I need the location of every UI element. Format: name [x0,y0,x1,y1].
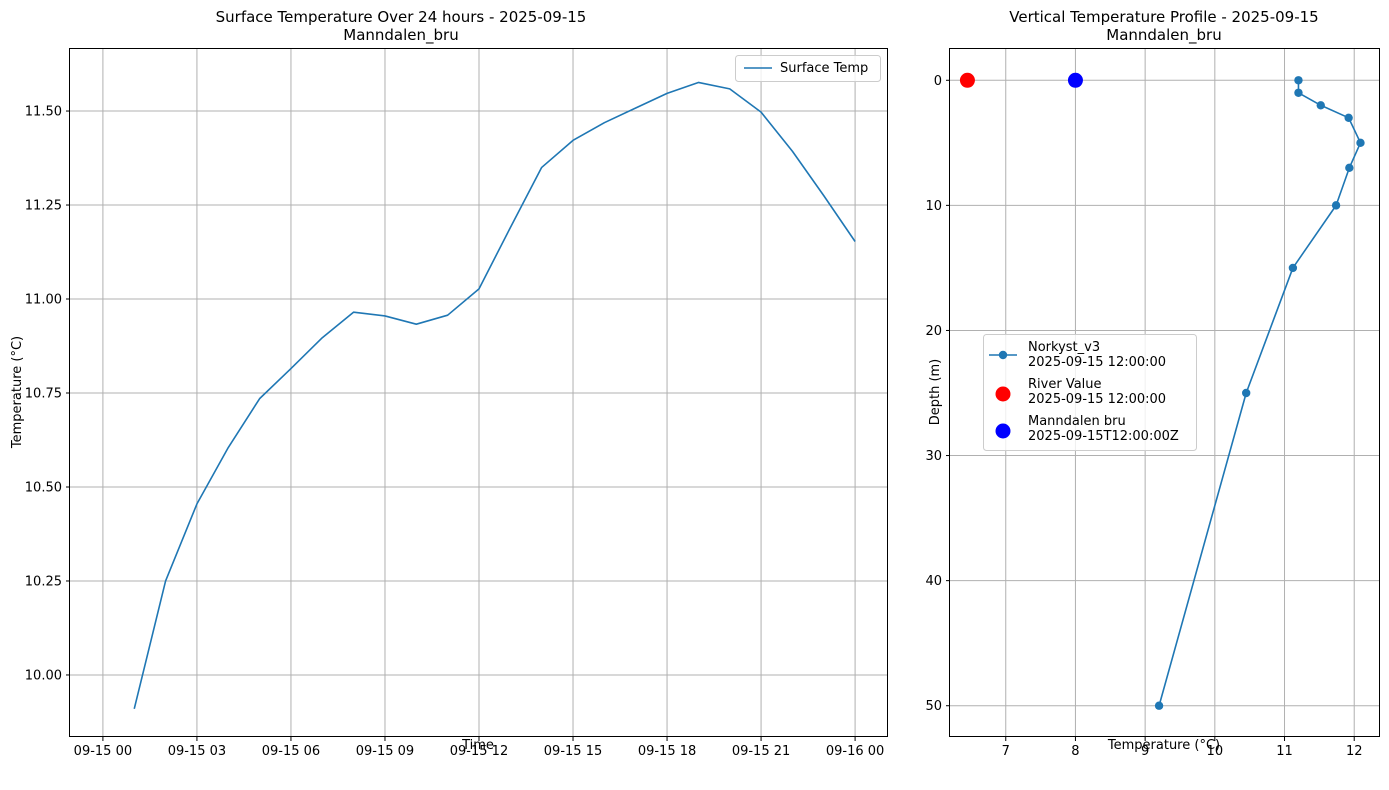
left-ticks: 09-15 00 09-15 03 09-15 06 09-15 09 09-15 12… [25,105,885,759]
left-x-tick-label: 09-16 00 [826,744,884,759]
left-legend-box [735,55,881,82]
legend-label-surface-temp: Surface Temp [780,61,868,76]
left-x-tick-label: 09-15 18 [638,744,696,759]
norkyst-profile-point [1331,201,1341,210]
left-y-tick-label: 10.75 [25,387,62,402]
right-y-tick-label: 0 [934,74,942,89]
right-grid [950,49,1380,737]
norkyst-profile-point [1356,138,1365,148]
left-x-tick-label: 09-15 21 [732,744,790,759]
right-chart-title: Vertical Temperature Profile - 2025-09-1… [1009,8,1318,26]
left-y-tick-label: 11.25 [25,199,62,214]
left-legend: Surface Temp [735,55,881,82]
right-ticks: 7 8 9 10 11 12 0 10 20 30 40 50 [925,74,1362,759]
left-series [133,81,856,709]
legend-label-manndalen-bru: Manndalen bru 2025-09-15T12:00:00Z [1028,414,1179,444]
left-y-tick-label: 11.00 [25,293,62,308]
left-chart-title: Surface Temperature Over 24 hours - 2025… [216,8,587,26]
left-x-tick-label: 09-15 00 [74,744,132,759]
left-x-tick-label: 09-15 06 [262,744,320,759]
right-x-tick-label: 9 [1141,744,1149,759]
left-x-axis-label: Time [461,738,494,753]
legend-label-river-value: River Value 2025-09-15 12:00:00 [1028,377,1166,407]
legend-marker-river-value [995,386,1011,402]
left-y-axis-label: Temperature (°C) [10,336,25,449]
right-x-tick-label: 10 [1207,744,1224,759]
right-x-axis-label: Temperature (°C) [1107,738,1220,753]
left-x-tick-label: 09-15 03 [168,744,226,759]
norkyst-profile-point [1345,163,1354,173]
right-plot-frame [949,48,1380,737]
norkyst-profile-point [1344,113,1353,123]
vertical-profile-chart: Vertical Temperature Profile - 2025-09-1… [925,8,1380,759]
norkyst-profile-point [1241,388,1251,398]
right-y-tick-label: 20 [925,324,942,339]
left-x-tick-label: 09-15 12 [450,744,508,759]
left-grid [70,49,888,737]
right-x-tick-label: 8 [1071,744,1079,759]
legend-label-norkyst: Norkyst_v3 2025-09-15 12:00:00 [1028,340,1166,370]
legend-marker-manndalen-bru [995,423,1011,439]
norkyst-profile-line [1158,80,1362,706]
left-y-tick-label: 10.50 [25,480,62,495]
left-y-tick-label: 10.00 [25,668,62,683]
right-x-tick-label: 12 [1346,744,1363,759]
norkyst-profile-point [1294,88,1303,97]
right-legend: Norkyst_v3 2025-09-15 12:00:00 River Valu… [983,334,1197,451]
surface-temp-line [133,81,856,709]
left-y-tick-label: 10.25 [25,574,62,589]
right-chart-subtitle: Manndalen_bru [1106,26,1221,45]
left-x-tick-label: 09-15 09 [356,744,414,759]
right-series [959,72,1365,710]
norkyst-profile-point [1294,76,1303,85]
left-x-tick-label: 09-15 15 [544,744,602,759]
right-y-tick-label: 40 [925,574,942,589]
surface-temperature-chart: Surface Temperature Over 24 hours - 2025… [10,8,888,759]
norkyst-profile-point [1288,263,1298,273]
right-y-axis-label: Depth (m) [928,359,943,426]
manndalen-bru-point [1067,72,1083,88]
norkyst-profile-point [1154,701,1164,710]
legend-marker-norkyst [998,350,1008,360]
right-legend-box [983,334,1197,451]
right-y-tick-label: 10 [925,199,942,214]
right-y-tick-label: 30 [925,449,942,464]
right-x-tick-label: 7 [1002,744,1010,759]
left-y-tick-label: 11.50 [25,105,62,120]
norkyst-profile-point [1316,101,1325,110]
river-value-point [959,72,975,88]
right-y-tick-label: 50 [925,699,942,714]
left-chart-subtitle: Manndalen_bru [343,26,458,45]
right-x-tick-label: 11 [1276,744,1293,759]
